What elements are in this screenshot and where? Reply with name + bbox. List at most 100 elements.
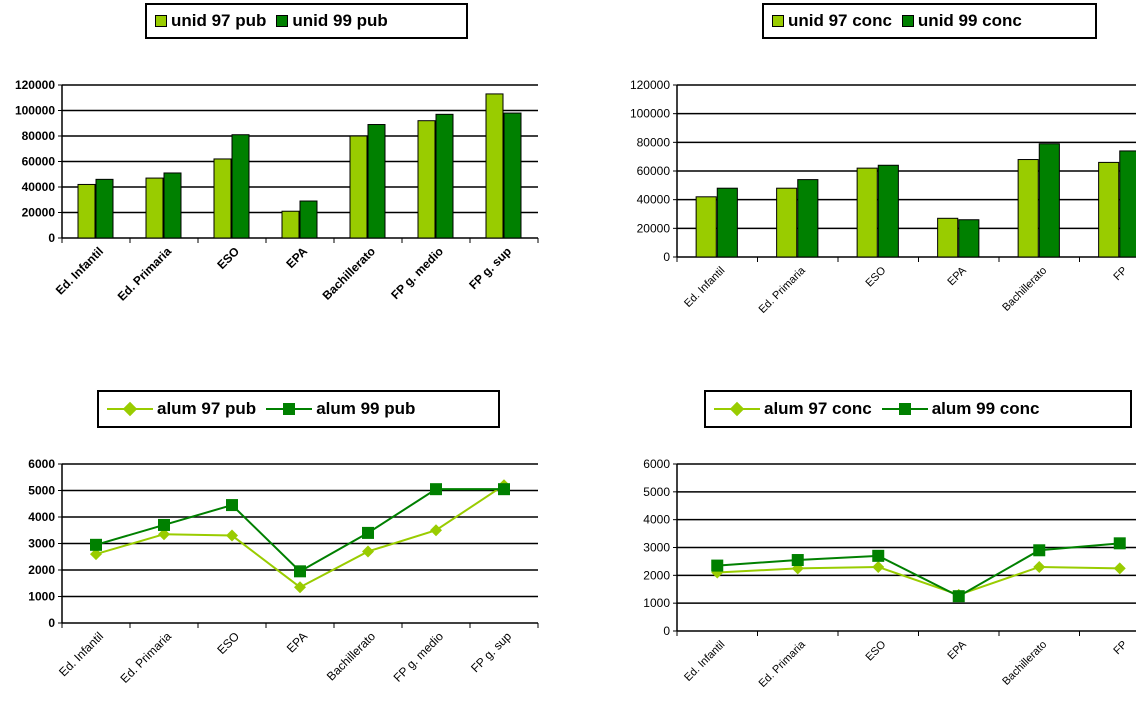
y-tick-label: 5000 bbox=[643, 485, 670, 499]
bar bbox=[95, 178, 114, 239]
y-tick-label: 60000 bbox=[637, 164, 671, 178]
x-tick-label: FP g. sup bbox=[468, 629, 514, 675]
point-diamond bbox=[1033, 560, 1046, 573]
point-diamond bbox=[294, 581, 306, 594]
point-square bbox=[498, 483, 510, 496]
y-tick-label: 3000 bbox=[28, 537, 55, 551]
x-tick-label: FP g. sup bbox=[466, 244, 514, 292]
legend-item-unid-99-pub: unid 99 pub bbox=[276, 11, 388, 31]
x-tick-label: Ed. Primaria bbox=[115, 244, 175, 304]
bar bbox=[163, 172, 182, 239]
legend-chart2: unid 97 conc unid 99 conc bbox=[762, 3, 1097, 39]
point-square bbox=[711, 559, 724, 572]
y-tick-label: 80000 bbox=[637, 135, 671, 149]
point-square bbox=[1113, 537, 1126, 550]
bar bbox=[231, 134, 250, 239]
x-tick-label: Ed. Infantil bbox=[682, 639, 727, 684]
bar bbox=[937, 217, 959, 258]
bar bbox=[1119, 150, 1136, 258]
bar bbox=[716, 187, 738, 258]
x-tick-label: ESO bbox=[214, 629, 242, 657]
series-line bbox=[717, 565, 1120, 596]
bar bbox=[503, 112, 522, 239]
y-tick-label: 1000 bbox=[643, 596, 670, 610]
legend-label: alum 97 conc bbox=[764, 399, 872, 418]
x-tick-label: EPA bbox=[945, 264, 969, 288]
y-tick-label: 20000 bbox=[637, 221, 671, 235]
legend-label: alum 99 pub bbox=[316, 399, 416, 418]
point-diamond bbox=[362, 545, 374, 558]
x-tick-label: EPA bbox=[283, 244, 310, 271]
legend-item-unid-97-conc: unid 97 conc bbox=[772, 11, 892, 31]
point-diamond bbox=[430, 524, 442, 537]
legend-label: unid 97 conc bbox=[788, 11, 892, 30]
y-tick-label: 40000 bbox=[637, 193, 671, 207]
x-tick-label: FP g. medio bbox=[391, 629, 447, 685]
x-tick-label: Bachillerato bbox=[1000, 265, 1049, 314]
legend-chart4: alum 97 conc alum 99 conc bbox=[704, 390, 1132, 428]
bar bbox=[367, 124, 386, 239]
legend-label: unid 99 conc bbox=[917, 11, 1022, 30]
y-tick-label: 0 bbox=[663, 250, 670, 264]
point-square bbox=[791, 554, 804, 567]
x-tick-label: Ed. Infantil bbox=[53, 244, 106, 297]
y-tick-label: 100000 bbox=[15, 104, 55, 118]
x-tick-label: ESO bbox=[863, 638, 888, 663]
y-tick-label: 120000 bbox=[15, 78, 55, 92]
point-square bbox=[294, 565, 306, 578]
point-diamond bbox=[226, 529, 238, 542]
legend-label: unid 97 pub bbox=[171, 11, 267, 30]
point-square bbox=[952, 590, 965, 603]
y-tick-label: 100000 bbox=[630, 107, 670, 121]
bar bbox=[417, 120, 436, 239]
bar bbox=[485, 93, 504, 239]
y-tick-label: 60000 bbox=[22, 155, 56, 169]
point-diamond bbox=[90, 548, 102, 561]
point-diamond bbox=[1113, 562, 1126, 575]
point-square bbox=[872, 549, 885, 562]
bar bbox=[1017, 159, 1039, 258]
x-tick-label: FP bbox=[1111, 639, 1129, 657]
legend-item-alum-99-conc: alum 99 conc bbox=[881, 399, 1040, 419]
chart-1: 0 20000 40000 60000 80000 100000 120000 Ed. Inf… bbox=[15, 78, 539, 304]
point-square bbox=[1033, 544, 1046, 557]
x-tick-label: Bachillerato bbox=[320, 244, 378, 302]
point-diamond bbox=[872, 560, 885, 573]
bar bbox=[213, 158, 232, 239]
legend-item-unid-97-pub: unid 97 pub bbox=[155, 11, 266, 31]
legend-item-alum-97-conc: alum 97 conc bbox=[714, 399, 872, 419]
x-tick-label: Bachillerato bbox=[1000, 639, 1049, 688]
x-tick-label: EPA bbox=[284, 629, 310, 655]
legend-swatch-light bbox=[155, 15, 167, 27]
y-tick-label: 2000 bbox=[643, 568, 670, 582]
bar bbox=[299, 200, 318, 239]
series-line bbox=[717, 542, 1120, 598]
y-tick-label: 120000 bbox=[630, 78, 670, 92]
y-tick-label: 5000 bbox=[28, 484, 55, 498]
y-tick-label: 0 bbox=[48, 616, 55, 630]
x-tick-label: Ed. Infantil bbox=[56, 629, 106, 679]
x-tick-label: ESO bbox=[214, 244, 242, 272]
y-tick-label: 0 bbox=[48, 231, 55, 245]
x-tick-label: FP bbox=[1111, 265, 1129, 283]
bar bbox=[1098, 161, 1120, 258]
x-tick-label: ESO bbox=[863, 264, 888, 289]
legend-label: alum 99 conc bbox=[931, 399, 1040, 418]
x-tick-label: Ed. Primaria bbox=[757, 264, 809, 316]
y-tick-label: 0 bbox=[663, 624, 670, 638]
chart-3: 0 1000 2000 3000 4000 5000 6000 Ed. Infantil Ed.… bbox=[28, 457, 539, 686]
bar bbox=[281, 210, 300, 239]
point-square bbox=[158, 518, 170, 531]
y-tick-label: 6000 bbox=[28, 457, 55, 471]
point-square bbox=[226, 499, 238, 512]
y-tick-label: 80000 bbox=[22, 129, 56, 143]
x-tick-label: Ed. Primaria bbox=[118, 629, 175, 686]
point-diamond bbox=[158, 528, 170, 541]
chart-4: 0 1000 2000 3000 4000 5000 6000 Ed. Infantil Ed.… bbox=[643, 457, 1136, 690]
bar bbox=[77, 183, 96, 239]
y-tick-label: 40000 bbox=[22, 180, 56, 194]
y-tick-label: 4000 bbox=[643, 513, 670, 527]
x-tick-label: EPA bbox=[945, 638, 969, 662]
x-tick-label: Ed. Infantil bbox=[682, 265, 727, 310]
